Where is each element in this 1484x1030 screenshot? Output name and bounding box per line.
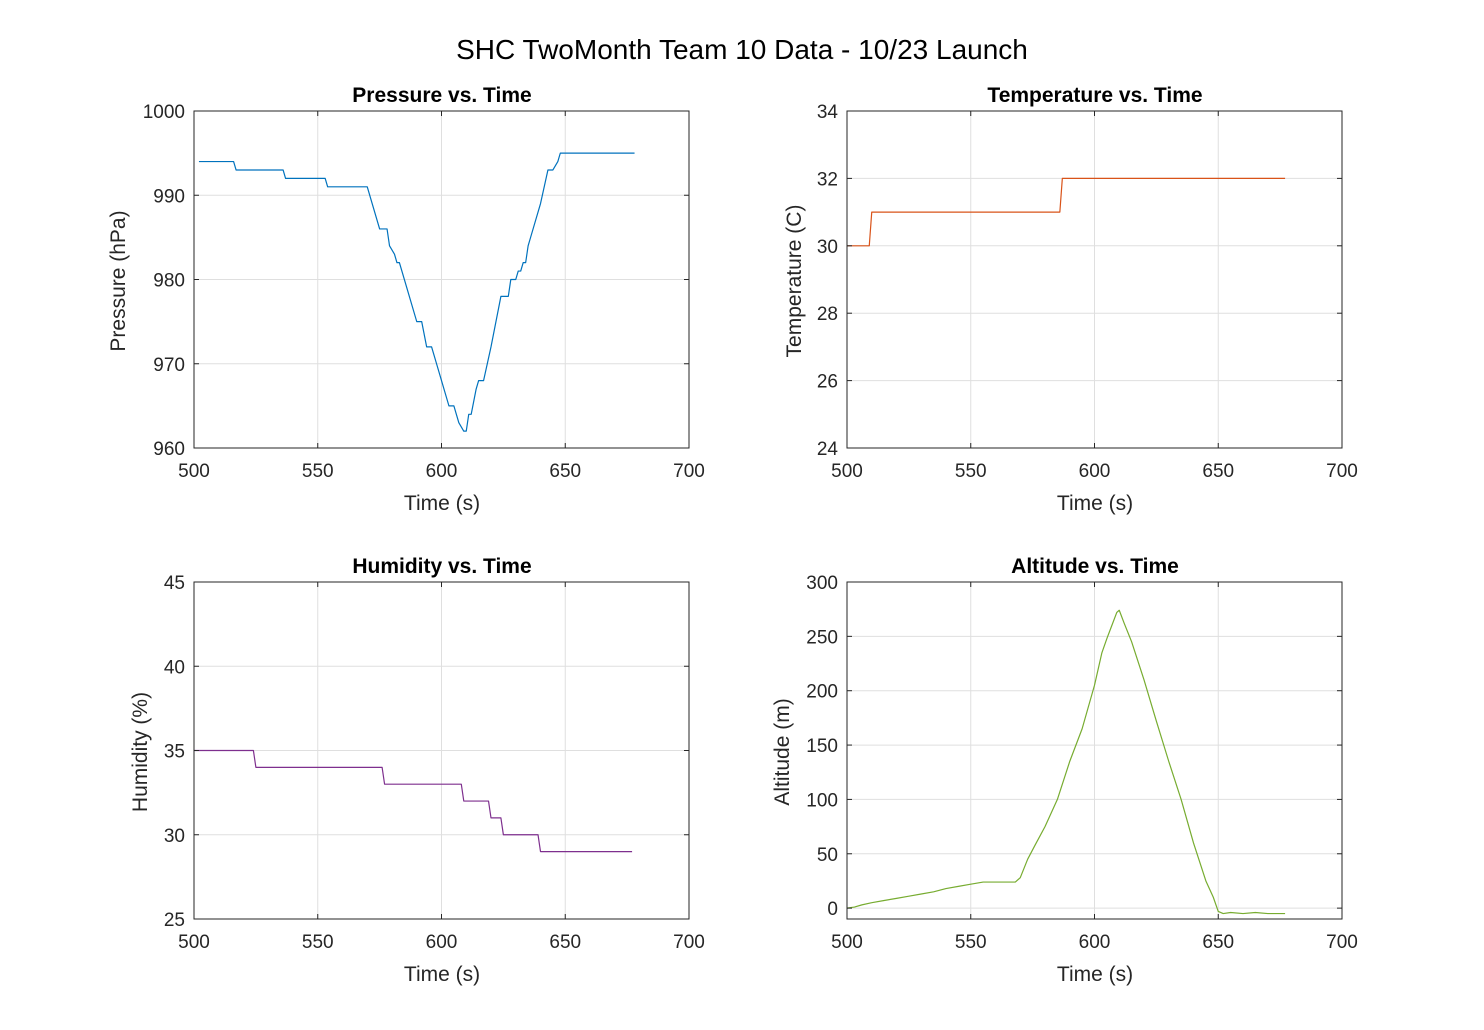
temperature-xtick-label: 550 [955,461,987,482]
pressure-series-line [198,152,635,432]
humidity-ytick-label: 45 [164,573,185,594]
pressure-plot-title: Pressure vs. Time [352,84,531,107]
temperature-ytick-label: 32 [817,169,838,190]
temperature-ytick-label: 24 [817,439,839,460]
pressure-ytick-label: 980 [153,271,185,292]
altitude-ytick-label: 50 [817,845,838,866]
humidity-series-line [194,749,633,853]
pressure-xtick-label: 500 [178,461,210,482]
altitude-plot-title: Altitude vs. Time [1011,555,1179,578]
temperature-plot-title: Temperature vs. Time [987,84,1202,107]
humidity-plot-ylabel: Humidity (%) [129,692,152,812]
humidity-xtick-label: 600 [426,932,458,953]
temperature-xtick-label: 700 [1326,461,1358,482]
pressure-xtick-label: 700 [673,461,705,482]
temperature-ytick-label: 26 [817,372,838,393]
humidity-plot-title: Humidity vs. Time [352,555,531,578]
altitude-ytick-label: 250 [806,627,838,648]
temperature-xtick-label: 500 [831,461,863,482]
pressure-plot-ylabel: Pressure (hPa) [107,210,130,351]
humidity-plot-xlabel: Time (s) [404,963,480,986]
altitude-ytick-label: 300 [806,573,838,594]
temperature-plot: Temperature vs. Time Time (s) Temperatur… [783,84,1358,515]
temperature-xtick-label: 600 [1079,461,1111,482]
humidity-xtick-label: 550 [302,932,334,953]
pressure-xtick-label: 650 [549,461,581,482]
humidity-xtick-label: 700 [673,932,705,953]
temperature-plot-xlabel: Time (s) [1057,492,1133,515]
pressure-ytick-label: 1000 [143,102,185,123]
humidity-xtick-label: 500 [178,932,210,953]
altitude-series-line [846,609,1286,915]
altitude-ytick-label: 200 [806,682,838,703]
altitude-xtick-label: 600 [1079,932,1111,953]
pressure-plot-xlabel: Time (s) [404,492,480,515]
humidity-ytick-label: 35 [164,742,185,763]
temperature-ytick-label: 34 [817,102,839,123]
altitude-plot-ylabel: Altitude (m) [771,698,794,805]
temperature-ytick-label: 30 [817,237,838,258]
altitude-plot-xlabel: Time (s) [1057,963,1133,986]
temperature-plot-ylabel: Temperature (C) [783,205,806,358]
altitude-ytick-label: 0 [827,899,838,920]
altitude-ytick-label: 150 [806,736,838,757]
pressure-ytick-label: 990 [153,186,185,207]
humidity-xtick-label: 650 [549,932,581,953]
temperature-series-line [847,177,1286,247]
figure-title: SHC TwoMonth Team 10 Data - 10/23 Launch [456,34,1028,65]
pressure-xtick-label: 550 [302,461,334,482]
humidity-ytick-label: 40 [164,657,185,678]
altitude-xtick-label: 650 [1202,932,1234,953]
humidity-plot: Humidity vs. Time Time (s) Humidity (%) … [129,555,705,986]
temperature-ytick-label: 28 [817,304,838,325]
humidity-ytick-label: 25 [164,910,185,931]
pressure-ytick-label: 970 [153,355,185,376]
humidity-ytick-label: 30 [164,826,185,847]
temperature-xtick-label: 650 [1202,461,1234,482]
altitude-plot: Altitude vs. Time Time (s) Altitude (m) … [771,555,1358,986]
pressure-plot: Pressure vs. Time Time (s) Pressure (hPa… [107,84,705,515]
pressure-xtick-label: 600 [426,461,458,482]
pressure-ytick-label: 960 [153,439,185,460]
altitude-xtick-label: 550 [955,932,987,953]
altitude-ytick-label: 100 [806,790,838,811]
altitude-xtick-label: 700 [1326,932,1358,953]
altitude-xtick-label: 500 [831,932,863,953]
